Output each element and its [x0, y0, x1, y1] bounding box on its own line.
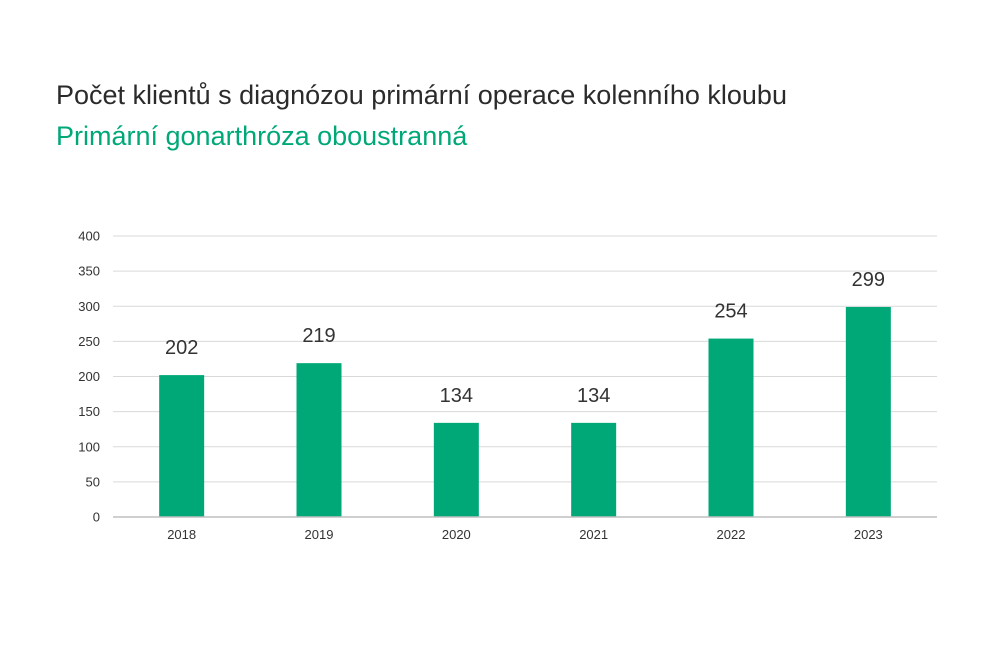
x-tick-label-2021: 2021 [579, 527, 608, 542]
bar-2021 [571, 422, 617, 517]
data-label-2022: 254 [714, 301, 747, 323]
y-tick-label: 50 [86, 474, 100, 489]
data-label-2020: 134 [440, 385, 473, 407]
data-labels: 202 219 134 134 254 299 [165, 269, 885, 407]
y-tick-label: 150 [78, 404, 100, 419]
x-axis-ticks: 2018 2019 2020 2021 2022 2023 [167, 527, 883, 542]
y-tick-label: 100 [78, 439, 100, 454]
bar-2019 [296, 363, 342, 517]
data-label-2019: 219 [302, 325, 335, 347]
x-tick-label-2022: 2022 [717, 527, 746, 542]
y-tick-label: 0 [93, 510, 100, 525]
bar-2022 [708, 338, 754, 517]
data-label-2021: 134 [577, 385, 610, 407]
bar-2023 [845, 306, 891, 517]
y-tick-label: 300 [78, 299, 100, 314]
data-label-2023: 299 [852, 269, 885, 291]
data-label-2018: 202 [165, 337, 198, 359]
bar-2020 [433, 422, 479, 517]
x-tick-label-2019: 2019 [305, 527, 334, 542]
x-tick-label-2018: 2018 [167, 527, 196, 542]
y-axis-ticks: 0 50 100 150 200 250 300 350 400 [78, 229, 100, 525]
y-tick-label: 350 [78, 264, 100, 279]
y-tick-label: 200 [78, 369, 100, 384]
chart-title: Počet klientů s diagnózou primární opera… [56, 80, 787, 110]
gridlines [113, 235, 937, 483]
bar-2018 [159, 375, 205, 517]
x-tick-label-2023: 2023 [854, 527, 883, 542]
bars [159, 306, 891, 517]
y-tick-label: 250 [78, 334, 100, 349]
y-tick-label: 400 [78, 229, 100, 244]
x-tick-label-2020: 2020 [442, 527, 471, 542]
chart-subtitle: Primární gonarthróza oboustranná [56, 121, 468, 151]
